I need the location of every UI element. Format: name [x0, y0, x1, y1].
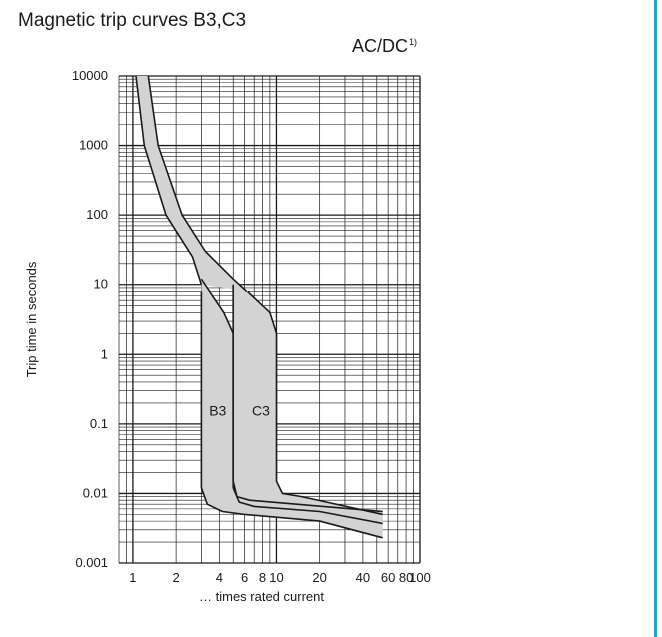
y-tick-label: 1000	[79, 138, 108, 153]
x-tick-label: 6	[241, 570, 248, 585]
right-accent-rule	[654, 0, 657, 637]
x-tick-label: 80	[399, 570, 413, 585]
band-area-c3	[233, 284, 383, 524]
y-axis-title: Trip time in seconds	[24, 261, 39, 377]
band-layer	[136, 76, 383, 538]
page-title: Magnetic trip curves B3,C3	[18, 10, 247, 31]
x-tick-label: 20	[312, 570, 326, 585]
series-label-c3: C3	[252, 402, 270, 418]
curve-c3-upper	[247, 290, 383, 516]
curve-layer	[135, 75, 383, 539]
thermal-band-area	[136, 76, 247, 292]
label-layer: B3 C3	[209, 402, 270, 418]
x-tick-label: 2	[173, 570, 180, 585]
x-tick-label: 100	[409, 570, 431, 585]
curve-c3-lower	[232, 284, 383, 525]
x-axis-title: … times rated current	[199, 589, 324, 604]
y-tick-label: 0.001	[75, 555, 108, 570]
x-tick-label: 60	[381, 570, 395, 585]
y-tick-label: 0.1	[90, 416, 108, 431]
y-tick-label: 0.01	[83, 485, 108, 500]
y-tick-label: 100	[86, 207, 108, 222]
series-label-b3: B3	[209, 402, 226, 418]
footnote-marker: 1)	[409, 37, 418, 47]
subtitle-text: AC/DC	[352, 36, 409, 56]
x-tick-label: 4	[216, 570, 223, 585]
thermal-upper-curve	[147, 75, 248, 293]
subtitle: AC/DC1)	[352, 36, 417, 57]
y-tick-label: 10000	[72, 68, 108, 83]
x-tick-label: 10	[269, 570, 283, 585]
y-tick-label: 1	[101, 346, 108, 361]
x-tick-label: 1	[129, 570, 136, 585]
thermal-lower-curve	[135, 75, 203, 285]
x-tick-label: 40	[356, 570, 370, 585]
curve-b3-lower	[200, 291, 383, 539]
y-tick-label: 10	[94, 277, 108, 292]
x-tick-label: 8	[259, 570, 266, 585]
